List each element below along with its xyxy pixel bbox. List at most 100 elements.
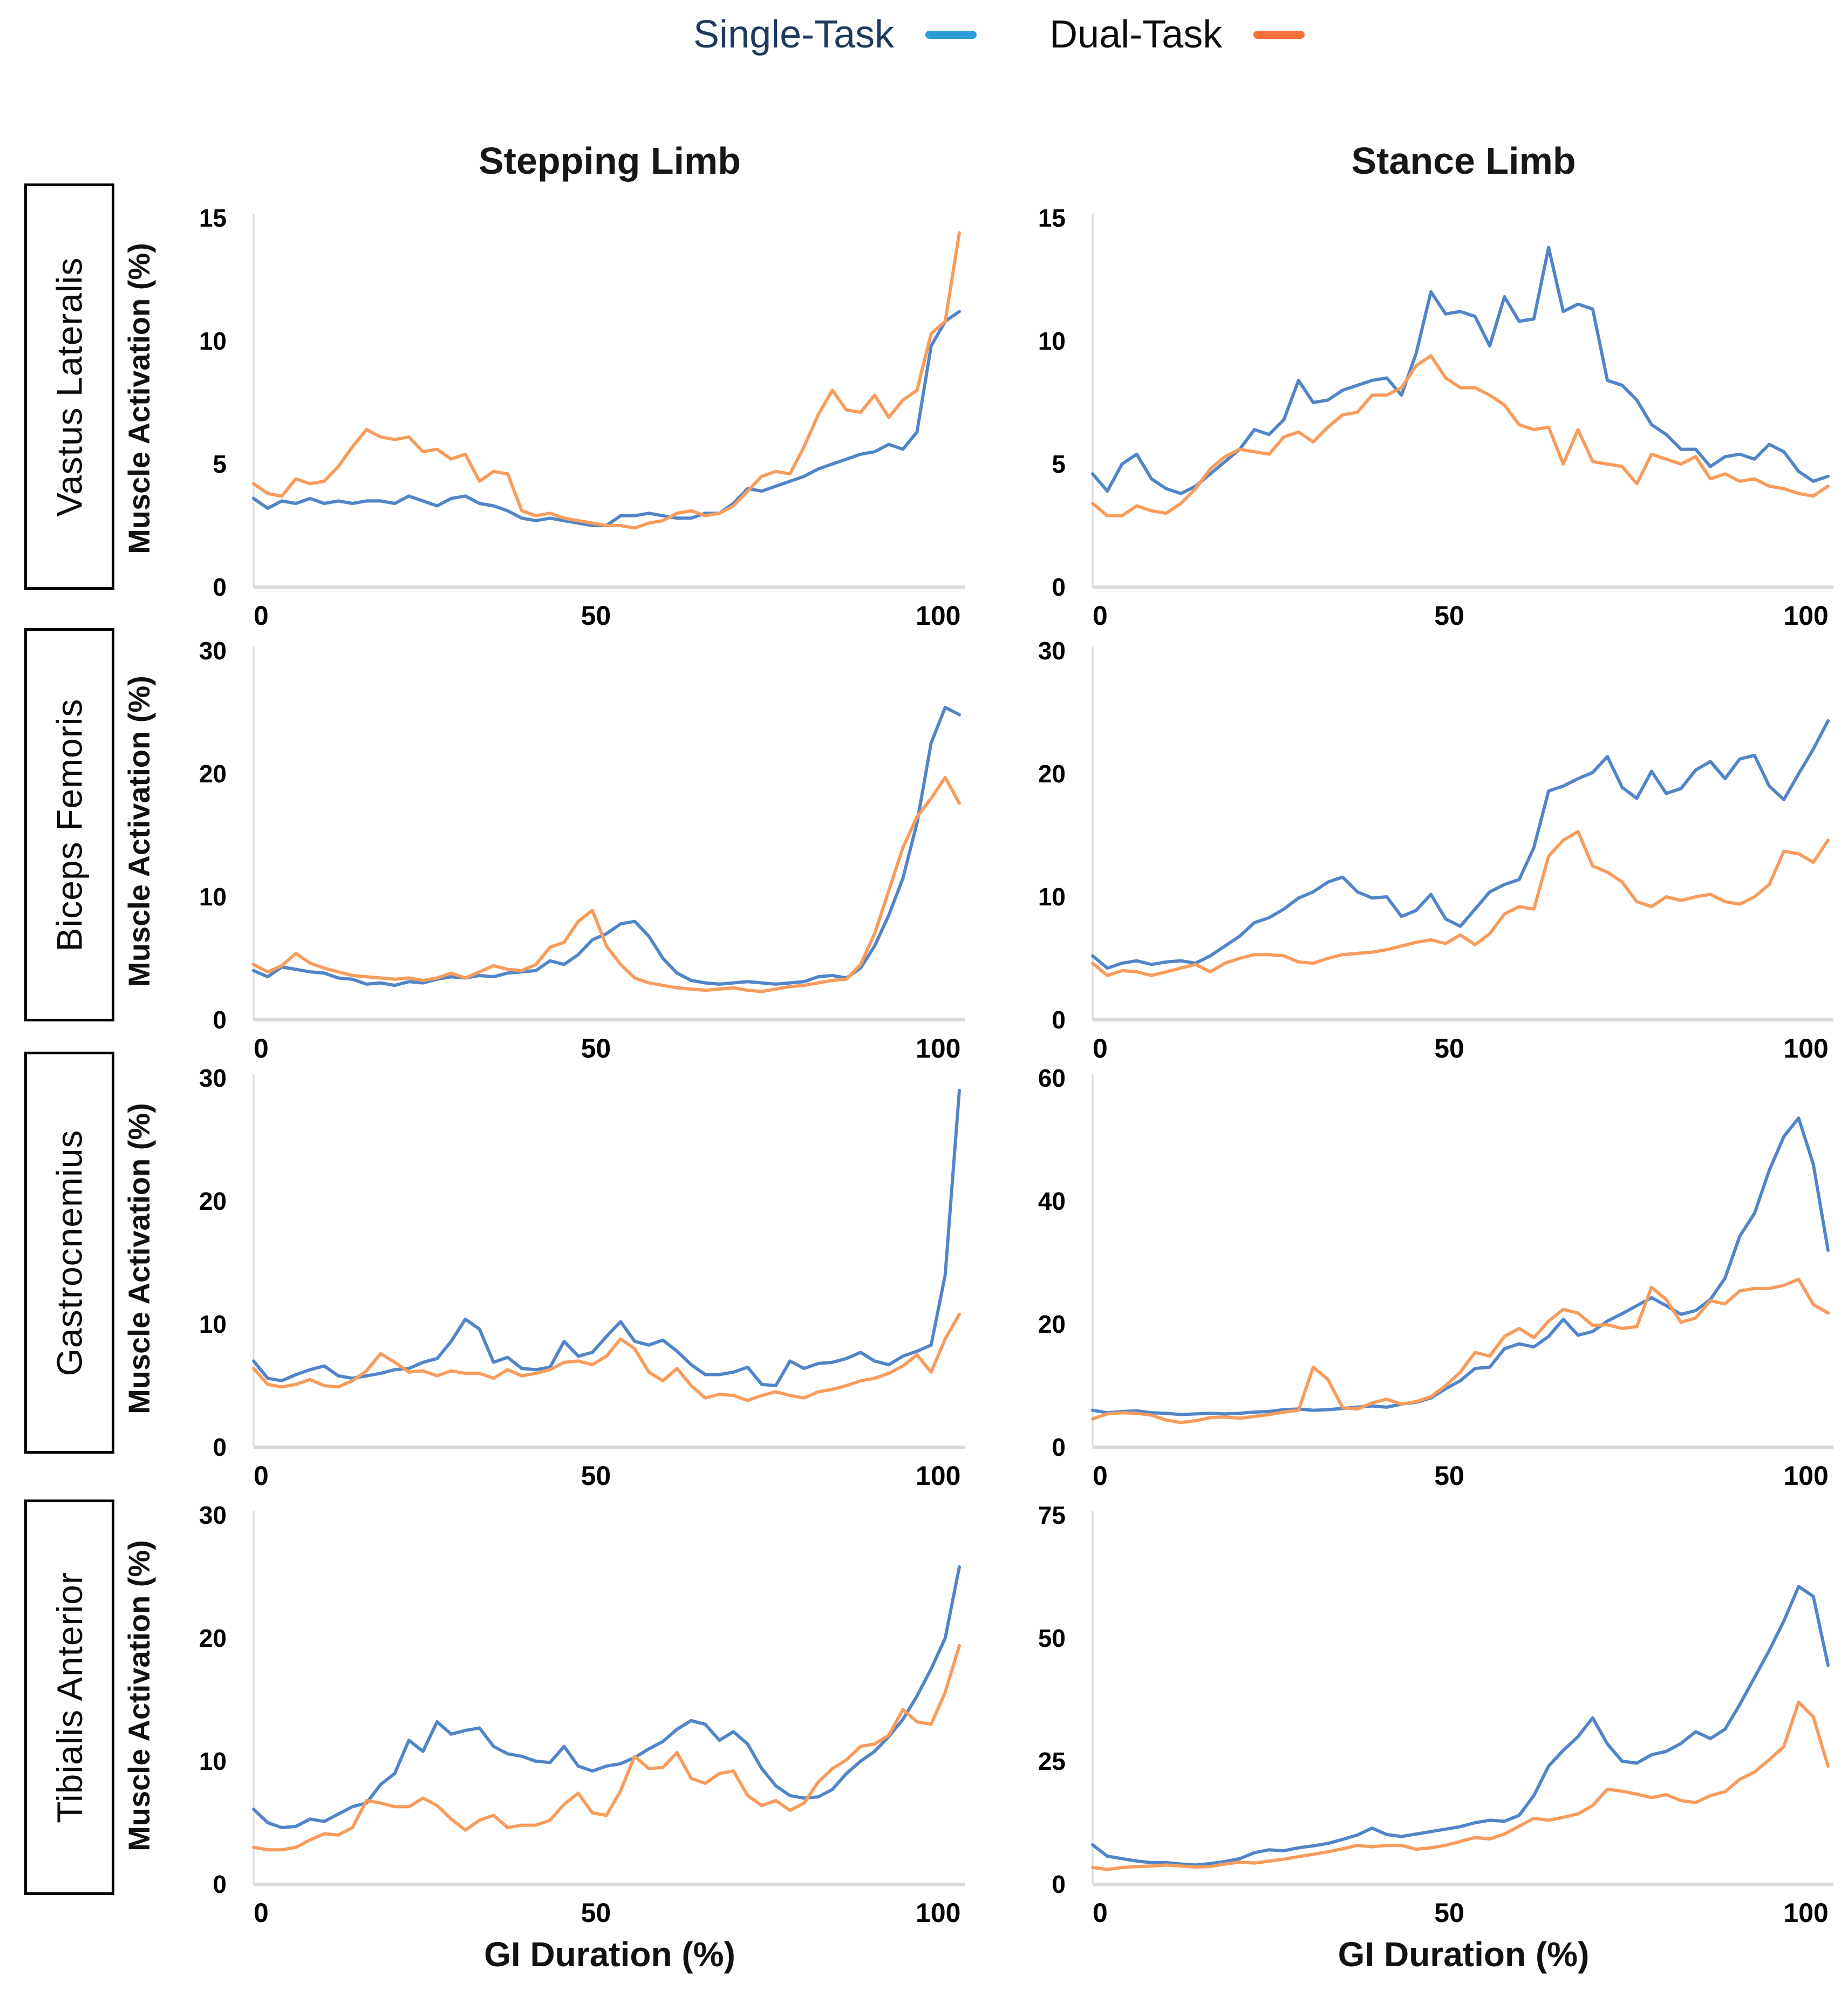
y-tick-label: 10 — [199, 327, 227, 355]
x-tick-label: 50 — [581, 601, 611, 631]
y-tick-label: 10 — [1038, 327, 1066, 355]
x-tick-label: 50 — [581, 1898, 611, 1928]
single-task-line — [252, 705, 961, 987]
y-axis-label-row-3: Muscle Activation (%) — [121, 1102, 156, 1414]
y-tick-label: 10 — [199, 1747, 227, 1775]
y-tick-label: 0 — [1052, 1006, 1066, 1034]
dual-task-line — [252, 1644, 961, 1852]
legend: Single-Task Dual-Task — [693, 10, 1305, 60]
x-tick-label: 100 — [916, 1898, 960, 1928]
y-tick-label: 0 — [1052, 1870, 1066, 1898]
y-tick-label: 0 — [1052, 1433, 1066, 1461]
single-task-line — [252, 310, 961, 527]
x-tick-label: 50 — [581, 1033, 611, 1064]
x-tick-label: 100 — [1783, 601, 1828, 631]
y-tick-label: 5 — [213, 450, 227, 478]
y-tick-label: 25 — [1038, 1747, 1066, 1775]
legend-label-single-task: Single-Task — [693, 13, 895, 56]
row-label-text: Vastus Lateralis — [49, 257, 90, 516]
row-label-text: Gastrocnemius — [49, 1129, 90, 1376]
y-tick-label: 75 — [1038, 1501, 1066, 1529]
y-tick-label: 10 — [199, 1310, 227, 1338]
y-tick-label: 30 — [199, 637, 227, 665]
y-tick-label: 20 — [1038, 1310, 1066, 1338]
dual-task-line — [1091, 1700, 1830, 1871]
x-tick-label: 0 — [1093, 1033, 1108, 1064]
single-task-line — [1091, 1116, 1830, 1416]
dual-task-line — [252, 231, 961, 530]
x-tick-label: 0 — [1093, 1898, 1108, 1928]
column-title-stance-limb: Stance Limb — [1351, 140, 1576, 182]
dual-task-line — [1091, 354, 1830, 517]
y-tick-label: 20 — [199, 760, 227, 788]
y-tick-label: 50 — [1038, 1624, 1066, 1652]
x-tick-label: 100 — [916, 601, 960, 631]
x-tick-label: 100 — [916, 1033, 960, 1064]
chart-tibialis-anterior-stepping: 0 10 20 30 0 50 100 — [199, 1501, 965, 1928]
chart-biceps-femoris-stepping: 0 10 20 30 0 50 100 — [199, 637, 965, 1064]
x-tick-label: 0 — [254, 1461, 269, 1491]
column-title-stepping-limb: Stepping Limb — [478, 140, 741, 182]
x-tick-label: 0 — [254, 1033, 269, 1064]
single-task-line — [1091, 1585, 1830, 1867]
y-tick-label: 40 — [1038, 1187, 1066, 1215]
legend-label-dual-task: Dual-Task — [1049, 13, 1223, 56]
single-task-line-swatch-icon — [925, 31, 977, 39]
single-task-line — [1091, 246, 1830, 495]
y-axis-label-row-1: Muscle Activation (%) — [121, 242, 156, 554]
y-tick-label: 20 — [199, 1187, 227, 1215]
row-label-vastus-lateralis: Vastus Lateralis — [24, 183, 114, 590]
row-label-gastrocnemius: Gastrocnemius — [24, 1052, 114, 1454]
x-tick-label: 100 — [1783, 1461, 1828, 1491]
x-tick-label: 0 — [1093, 601, 1108, 631]
single-task-line — [252, 1088, 961, 1387]
x-tick-label: 100 — [916, 1461, 960, 1491]
y-tick-label: 15 — [1038, 204, 1066, 232]
x-tick-label: 0 — [1093, 1461, 1108, 1491]
x-tick-label: 50 — [1434, 1461, 1464, 1491]
y-tick-label: 30 — [199, 1064, 227, 1092]
legend-item-single-task: Single-Task — [693, 10, 977, 60]
x-tick-label: 50 — [1434, 601, 1464, 631]
x-axis-label-stance: GI Duration (%) — [1338, 1935, 1590, 1974]
y-tick-label: 60 — [1038, 1064, 1066, 1092]
y-tick-label: 0 — [1052, 573, 1066, 601]
x-tick-label: 100 — [1783, 1033, 1828, 1064]
row-label-biceps-femoris: Biceps Femoris — [24, 628, 114, 1021]
row-label-text: Biceps Femoris — [49, 698, 90, 951]
legend-item-dual-task: Dual-Task — [1049, 10, 1305, 60]
y-tick-label: 5 — [1052, 450, 1066, 478]
chart-biceps-femoris-stance: 0 10 20 30 0 50 100 — [1038, 637, 1833, 1064]
y-tick-label: 10 — [1038, 883, 1066, 911]
chart-vastus-lateralis-stepping: 0 5 10 15 0 50 100 — [199, 204, 965, 631]
x-tick-label: 0 — [254, 1898, 269, 1928]
y-tick-label: 30 — [199, 1501, 227, 1529]
y-tick-label: 20 — [199, 1624, 227, 1652]
y-tick-label: 10 — [199, 883, 227, 911]
y-tick-label: 20 — [1038, 760, 1066, 788]
x-axis-label-stepping: GI Duration (%) — [484, 1935, 735, 1974]
dual-task-line — [1091, 830, 1830, 977]
chart-tibialis-anterior-stance: 0 25 50 75 0 50 100 — [1038, 1501, 1833, 1928]
single-task-line — [1091, 719, 1830, 970]
y-tick-label: 0 — [213, 1006, 227, 1034]
dual-task-line — [1091, 1277, 1830, 1425]
x-tick-label: 0 — [254, 601, 269, 631]
single-task-line — [252, 1565, 961, 1830]
x-tick-label: 100 — [1783, 1898, 1828, 1928]
y-tick-label: 30 — [1038, 637, 1066, 665]
row-label-tibialis-anterior: Tibialis Anterior — [24, 1500, 114, 1895]
chart-vastus-lateralis-stance: 0 5 10 15 0 50 100 — [1038, 204, 1833, 631]
y-axis-label-row-2: Muscle Activation (%) — [121, 675, 156, 987]
x-tick-label: 50 — [1434, 1033, 1464, 1064]
x-tick-label: 50 — [581, 1461, 611, 1491]
x-tick-label: 50 — [1434, 1898, 1464, 1928]
chart-gastrocnemius-stepping: 0 10 20 30 0 50 100 — [199, 1064, 965, 1491]
y-axis-label-row-4: Muscle Activation (%) — [121, 1539, 156, 1851]
y-tick-label: 0 — [213, 1433, 227, 1461]
chart-gastrocnemius-stance: 0 20 40 60 0 50 100 — [1038, 1064, 1833, 1491]
dual-task-line — [252, 775, 961, 993]
dual-task-line — [252, 1312, 961, 1402]
y-tick-label: 0 — [213, 1870, 227, 1898]
